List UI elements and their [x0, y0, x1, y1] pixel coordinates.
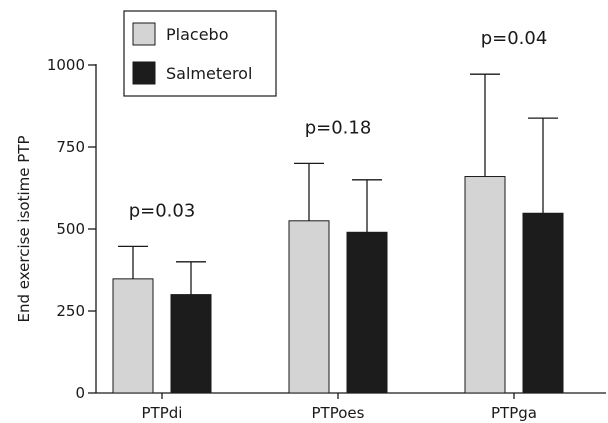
p-value-annotation: p=0.18 — [305, 117, 372, 138]
bar-placebo-ptpdi — [112, 278, 154, 394]
x-tick-label-ptpoes: PTPoes — [312, 404, 365, 422]
bar-placebo-ptpoes — [288, 220, 330, 394]
y-tick-label: 750 — [56, 138, 85, 156]
x-tick-label-ptpga: PTPga — [491, 404, 537, 422]
legend-swatch-salmeterol — [132, 61, 156, 85]
y-tick-label: 0 — [75, 384, 85, 402]
y-tick-label: 500 — [56, 220, 85, 238]
x-tick-label-ptpdi: PTPdi — [142, 404, 183, 422]
p-value-annotation: p=0.04 — [481, 28, 548, 49]
bar-salmeterol-ptpdi — [170, 294, 212, 394]
y-tick-label: 250 — [56, 302, 85, 320]
y-axis-title: End exercise isotime PTP — [15, 135, 33, 322]
legend-swatch-placebo — [132, 22, 156, 46]
p-value-annotation: p=0.03 — [129, 200, 196, 221]
bar-salmeterol-ptpga — [522, 212, 564, 394]
y-tick-label: 1000 — [47, 56, 85, 74]
legend-label-placebo: Placebo — [166, 25, 228, 44]
bar-placebo-ptpga — [464, 176, 506, 394]
legend: Placebo Salmeterol — [123, 10, 277, 97]
bar-salmeterol-ptpoes — [346, 231, 388, 394]
legend-label-salmeterol: Salmeterol — [166, 64, 252, 83]
